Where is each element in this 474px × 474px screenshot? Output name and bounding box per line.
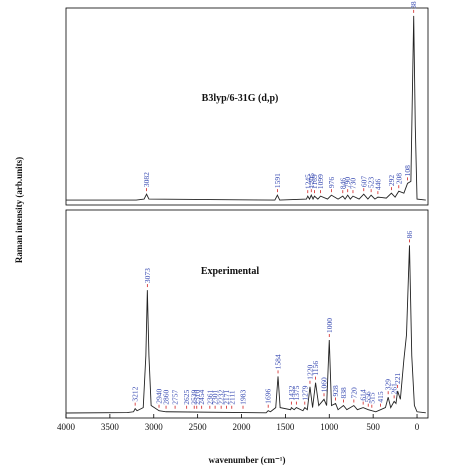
peak-label: 2757 bbox=[171, 390, 180, 405]
peak-label: 415 bbox=[376, 391, 385, 403]
peak-label: 3073 bbox=[143, 268, 152, 283]
peak-label: 1000 bbox=[325, 318, 334, 333]
peak-label: 838 bbox=[339, 387, 348, 399]
peak-label: 2625 bbox=[182, 390, 191, 405]
peak-label: 523 bbox=[367, 177, 376, 189]
panel-title: Experimental bbox=[201, 266, 260, 277]
peak-label: 2232 bbox=[217, 390, 226, 405]
peak-label: 1245 bbox=[303, 174, 312, 189]
peak-label: 261 bbox=[390, 383, 399, 395]
y-axis-label: Raman intensity (arb.units) bbox=[14, 157, 24, 263]
x-tick-label: 3000 bbox=[145, 422, 164, 432]
x-tick-label: 4000 bbox=[57, 422, 76, 432]
peak-label: 2171 bbox=[222, 390, 231, 405]
peak-label: 1156 bbox=[311, 361, 320, 376]
peak-label: 2111 bbox=[227, 390, 236, 405]
peak-label: 2361 bbox=[205, 390, 214, 405]
peak-label: 1099 bbox=[316, 174, 325, 189]
peak-label: 3212 bbox=[131, 386, 140, 401]
peak-label: 1205 bbox=[307, 173, 316, 188]
peak-label: 3082 bbox=[142, 172, 151, 187]
x-tick-label: 2500 bbox=[189, 422, 208, 432]
peak-label: 221 bbox=[393, 372, 402, 384]
x-tick-label: 0 bbox=[415, 422, 420, 432]
peak-label: 208 bbox=[394, 173, 403, 185]
peak-label: 790 bbox=[343, 177, 352, 189]
peak-label: 1279 bbox=[300, 385, 309, 400]
peak-label: 928 bbox=[331, 385, 340, 397]
peak-label: 846 bbox=[338, 178, 347, 190]
peak-label: 556 bbox=[364, 391, 373, 403]
panel-title: B3lyp/6-31G (d,p) bbox=[202, 93, 279, 104]
peak-label: 2454 bbox=[197, 390, 206, 405]
peak-label: 1220 bbox=[305, 365, 314, 380]
peak-label: 38 bbox=[409, 1, 418, 9]
spectrum-line bbox=[66, 15, 426, 201]
peak-label: 1591 bbox=[273, 173, 282, 188]
peak-label: 1983 bbox=[239, 390, 248, 405]
peak-label: 2510 bbox=[192, 390, 201, 405]
x-tick-label: 1500 bbox=[276, 422, 295, 432]
peak-label: 2940 bbox=[155, 388, 164, 403]
x-axis-label: wavenumber (cm⁻¹) bbox=[208, 455, 285, 465]
peak-label: 1375 bbox=[292, 385, 301, 400]
peak-label: 720 bbox=[349, 387, 358, 399]
x-tick-label: 3500 bbox=[101, 422, 120, 432]
peak-label: 607 bbox=[359, 176, 368, 188]
peak-label: 1060 bbox=[320, 377, 329, 392]
spectrum-line bbox=[65, 245, 426, 414]
peak-label: 976 bbox=[327, 177, 336, 189]
peak-label: 2860 bbox=[162, 390, 171, 405]
peak-label: 329 bbox=[384, 379, 393, 391]
peak-label: 1696 bbox=[264, 388, 273, 403]
peak-label: 446 bbox=[373, 179, 382, 191]
peak-label: 614 bbox=[359, 389, 368, 401]
x-tick-label: 2000 bbox=[233, 422, 252, 432]
peak-label: 1169 bbox=[310, 174, 319, 189]
peak-label: 108 bbox=[403, 165, 412, 177]
peak-label: 292 bbox=[387, 175, 396, 187]
top-frame bbox=[65, 7, 429, 206]
peak-label: 1432 bbox=[287, 385, 296, 400]
peak-label: 2301 bbox=[211, 390, 220, 405]
peak-label: 86 bbox=[405, 231, 414, 239]
x-tick-label: 500 bbox=[366, 422, 380, 432]
peak-label: 1584 bbox=[274, 354, 283, 369]
peak-label: 730 bbox=[348, 178, 357, 190]
peak-label: 2539 bbox=[190, 390, 199, 405]
x-tick-label: 1000 bbox=[320, 422, 339, 432]
bottom-frame bbox=[65, 209, 429, 419]
peak-label: 515 bbox=[367, 392, 376, 404]
